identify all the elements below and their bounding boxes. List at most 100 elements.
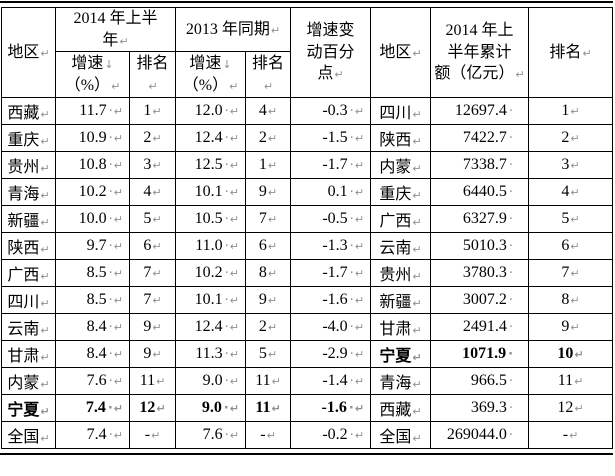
cell-value: -1.7 [322, 156, 348, 174]
cell-change: -4.0 ·↵ [290, 313, 372, 342]
cell-value: 甘肃 [7, 348, 40, 366]
space-mark: · [108, 374, 113, 390]
header-rank-2013: 排名 ↵ [245, 51, 292, 99]
cell-end-mark: ↵ [113, 294, 123, 308]
cell-rank-2014: 5↵ [128, 205, 177, 234]
cell-end-mark: ↵ [152, 321, 162, 335]
cell-value: 7422.7 [462, 129, 507, 147]
cell-value: 6440.5 [462, 183, 507, 201]
cell-rank-2013: 9↵ [245, 178, 292, 207]
header-rank-right: 排名↵ [528, 6, 614, 99]
cell-value: 10.0 [78, 210, 107, 228]
cell-region-left: 云南↵ [1, 313, 56, 342]
header-period-2013: 2013 年同期↵ [175, 6, 292, 53]
cell-value: 12 [557, 399, 574, 417]
space-mark: · [508, 374, 514, 390]
cell-amount: 12697.4 · [430, 97, 530, 126]
table-row: 西藏↵ 11.7 ·↵ 1↵ 12.0 ·↵ 4↵ -0.3 ·↵ 四川↵ 12697… [1, 97, 614, 126]
cell-amount: 1071.9 · [430, 340, 530, 369]
cell-value: 11.0 [195, 237, 223, 255]
cell-value: 重庆 [7, 132, 40, 150]
cell-amount: 6327.9 · [430, 205, 530, 234]
space-mark: · [349, 428, 354, 444]
cell-end-mark: ↵ [119, 34, 129, 48]
cell-value: 9 [258, 183, 267, 201]
regional-gdp-growth-table: 地区↵ 2014 年上半 年↵ 2013 年同期↵ 增速变 动百分 点↵ 地区↵… [0, 1, 614, 456]
cell-end-mark: ↵ [267, 294, 278, 308]
cell-rank-2013: 5↵ [245, 340, 292, 369]
cell-value: - [260, 426, 266, 444]
cell-region-right: 青海↵ [370, 367, 432, 396]
cell-value: 6 [143, 237, 152, 255]
table-row: 青海↵ 10.2 ·↵ 4↵ 10.1 ·↵ 9↵ 0.1 ·↵ 重庆↵ 6440.5… [1, 178, 614, 207]
cell-end-mark: ↵ [412, 108, 422, 122]
space-mark: · [508, 293, 514, 309]
cell-region-right: 四川↵ [370, 97, 432, 126]
cell-end-mark: ↵ [570, 186, 580, 200]
space-mark: · [508, 212, 514, 228]
cell-rank-2014: 7↵ [128, 259, 177, 288]
cell-end-mark: ↵ [412, 405, 422, 419]
header-label: 地区 [379, 43, 412, 61]
cell-value: 10.1 [194, 183, 223, 201]
cell-end-mark: ↵ [152, 240, 162, 254]
cell-value: 贵州 [7, 159, 40, 177]
space-mark: · [108, 104, 113, 120]
cell-value: -1.6 [321, 399, 347, 417]
cell-amount: 3780.3 · [430, 259, 530, 288]
cell-rank-2013: 11↵ [245, 367, 292, 396]
cell-change: -1.7 ·↵ [290, 151, 372, 180]
header-label: 地区 [7, 43, 40, 61]
cell-value: 1 [258, 156, 267, 174]
cell-growth-2014: 7.4 ·↵ [55, 421, 130, 450]
cell-rank-right: 3↵ [528, 151, 614, 180]
cell-value: 9 [258, 291, 267, 309]
space-mark: · [349, 131, 354, 147]
cell-end-mark: ↵ [354, 267, 365, 281]
cell-growth-2013: 10.1 ·↵ [175, 286, 247, 315]
cell-end-mark: ↵ [412, 378, 422, 392]
space-mark: · [224, 347, 229, 363]
cell-value: 3780.3 [462, 264, 507, 282]
space-mark: · [349, 266, 354, 282]
cell-end-mark: ↵ [113, 375, 123, 389]
cell-value: 7 [258, 210, 267, 228]
cell-amount: 7338.7 · [430, 151, 530, 180]
cell-end-mark: ↵ [412, 351, 422, 365]
table-row: 广西↵ 8.5 ·↵ 7↵ 10.2 ·↵ 8↵ -1.7 ·↵ 贵州↵ 3780.3… [1, 259, 614, 288]
cell-change: -0.5 ·↵ [290, 205, 372, 234]
space-mark: · [108, 131, 113, 147]
cell-value: -1.6 [322, 291, 348, 309]
space-mark: · [508, 239, 514, 255]
cell-region-left: 西藏↵ [1, 97, 56, 126]
cell-value: 内蒙 [379, 159, 412, 177]
cell-region-right: 内蒙↵ [370, 151, 432, 180]
cell-end-mark: ↵ [113, 267, 123, 281]
cell-value: 5 [258, 345, 267, 363]
space-mark: · [349, 212, 354, 228]
header-label: （%） [64, 76, 111, 94]
cell-region-right: 贵州↵ [370, 259, 432, 288]
cell-region-right: 西藏↵ [370, 394, 432, 423]
cell-value: 966.5 [470, 372, 507, 390]
cell-end-mark: ↵ [570, 294, 580, 308]
space-mark: · [223, 401, 229, 417]
cell-end-mark: ↵ [152, 348, 162, 362]
table-row: 陕西↵ 9.7 ·↵ 6↵ 11.0 ·↵ 6↵ -1.3 ·↵ 云南↵ 5010.3… [1, 232, 614, 261]
cell-end-mark: ↵ [354, 321, 365, 335]
cell-growth-2014: 8.5 ·↵ [55, 259, 130, 288]
cell-value: 4 [143, 183, 152, 201]
cell-region-left: 贵州↵ [1, 151, 56, 180]
cell-end-mark: ↵ [574, 348, 584, 362]
cell-value: 6327.9 [462, 210, 507, 228]
cell-growth-2013: 12.5 ·↵ [175, 151, 247, 180]
cell-value: 10.1 [194, 291, 223, 309]
cell-end-mark: ↵ [570, 267, 580, 281]
cell-end-mark: ↵ [412, 135, 422, 149]
line-break-mark: ↓ [104, 58, 114, 72]
cell-end-mark: ↵ [569, 429, 579, 443]
cell-rank-2014: 1↵ [128, 97, 177, 126]
cell-region-right: 云南↵ [370, 232, 432, 261]
cell-value: 11.3 [195, 345, 223, 363]
space-mark: · [224, 320, 229, 336]
